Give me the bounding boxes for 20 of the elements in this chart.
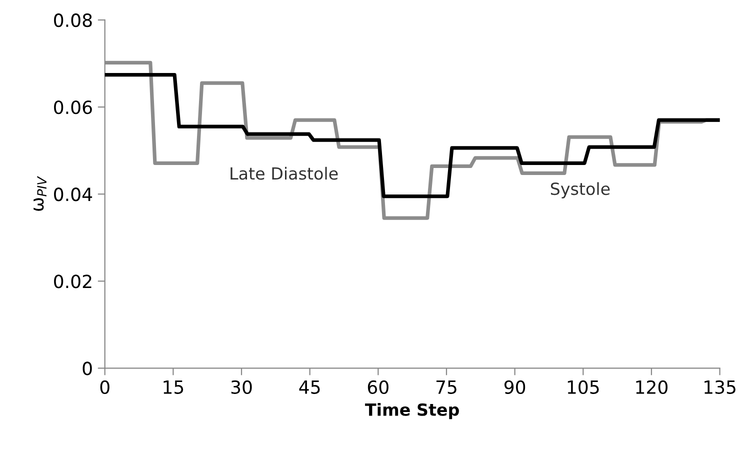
annotation: Late Diastole (230, 166, 338, 180)
y-tick-label: 0.04 (54, 188, 92, 202)
x-tick-label: 60 (368, 380, 388, 394)
x-tick-label: 90 (504, 380, 526, 394)
line-series (104, 73, 720, 198)
x-tick-label: 135 (704, 380, 736, 394)
x-tick-label: 0 (100, 380, 110, 394)
y-tick-label: 0.06 (54, 100, 92, 114)
x-tick-label: 105 (568, 380, 599, 394)
x-tick-label: 30 (231, 380, 252, 394)
y-tick-label: 0 (82, 362, 92, 376)
y-axis-title: ω$_{PIV}$ (34, 176, 46, 211)
x-tick-label: 120 (636, 380, 668, 394)
x-tick-label: 15 (164, 380, 184, 394)
annotation: Systole (550, 182, 610, 198)
y-tick-label: 0.02 (54, 274, 92, 288)
x-axis-title: Time Step (365, 403, 459, 420)
x-tick-label: 75 (436, 380, 456, 394)
x-tick-label: 45 (299, 380, 320, 394)
y-tick-label: 0.08 (54, 13, 92, 28)
